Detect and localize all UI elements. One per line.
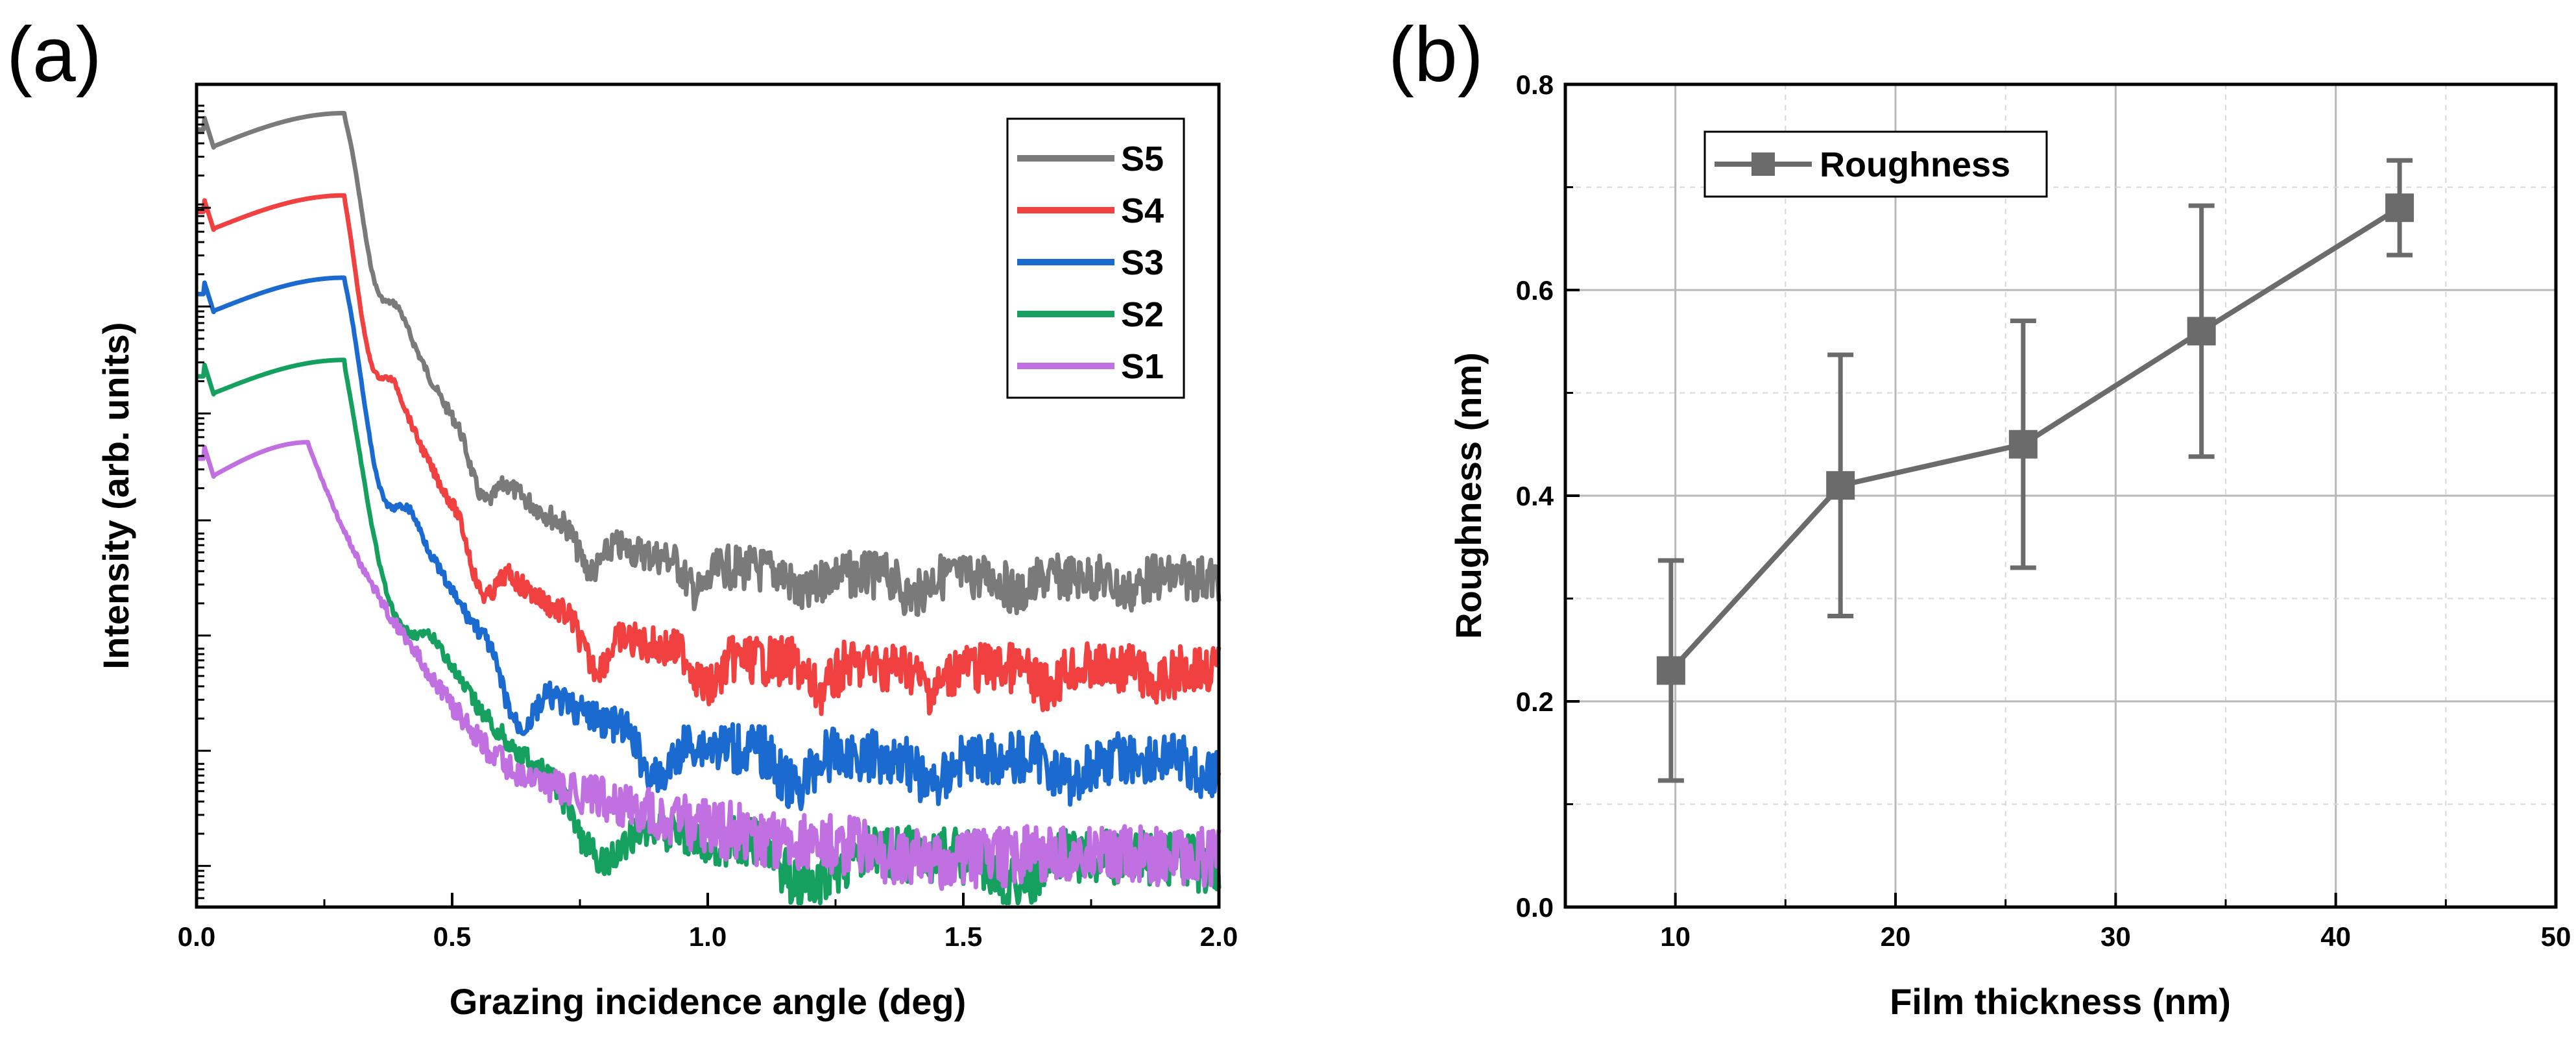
data-point [2385,193,2414,223]
legend-marker-roughness [1751,152,1775,176]
x-tick-label: 20 [1881,921,1911,952]
panel-a-y-ticks [197,104,211,899]
x-tick-label: 10 [1660,921,1691,952]
y-tick-label: 0.6 [1516,275,1554,306]
panel-a-legend: S5 S4 S3 S2 S1 [1006,117,1185,399]
legend-label-roughness: Roughness [1820,145,2010,184]
panel-a-label: (a) [6,11,102,98]
panel-b-series [1656,158,2414,783]
legend-label-s3: S3 [1121,243,1164,282]
y-tick-label: 0.2 [1516,686,1554,717]
x-tick-label: 30 [2101,921,2131,952]
legend-label-s5: S5 [1121,139,1164,178]
panel-b: (b) 10 20 30 40 50 0.0 0.2 0.4 0.6 0.8 Film thic… [1388,11,2571,1022]
series-line-s3 [195,275,1222,811]
legend-box [1006,117,1185,399]
y-tick-label: 0.0 [1516,892,1554,923]
legend-label-s2: S2 [1121,295,1164,334]
series-line-s5 [195,110,1222,617]
series-line-s4 [195,193,1222,716]
panel-a-x-axis-title: Grazing incidence angle (deg) [450,981,967,1022]
legend-label-s4: S4 [1121,191,1164,230]
panel-b-y-ticks: 0.0 0.2 0.4 0.6 0.8 [1516,69,1580,923]
y-tick-label: 0.8 [1516,69,1554,100]
x-tick-label: 50 [2541,921,2571,952]
panel-a: (a) 0.0 0.5 1.0 1.5 2.0 Grazing incidence an… [6,11,1238,1022]
x-tick-label: 1.5 [945,921,982,952]
x-tick-label: 0.5 [433,921,471,952]
panel-b-y-axis-title: Roughness (nm) [1448,352,1489,639]
y-tick-label: 0.4 [1516,481,1554,511]
panel-b-x-ticks: 10 20 30 40 50 [1660,893,2571,952]
data-point [2187,317,2216,346]
x-tick-label: 2.0 [1200,921,1238,952]
x-tick-label: 0.0 [178,921,215,952]
panel-a-y-axis-title: Intensity (arb. units) [95,322,136,669]
panel-b-legend: Roughness [1703,130,2048,198]
data-point [2008,430,2038,459]
panel-b-x-axis-title: Film thickness (nm) [1890,981,2231,1022]
x-tick-label: 1.0 [689,921,727,952]
panel-a-curves [195,110,1222,906]
data-point [1656,656,1685,685]
series-line-s1 [195,440,1222,891]
data-point [1826,471,1855,500]
panel-a-x-ticks: 0.0 0.5 1.0 1.5 2.0 [178,893,1238,952]
panel-b-label: (b) [1388,11,1484,98]
x-tick-label: 40 [2320,921,2351,952]
legend-label-s1: S1 [1121,347,1164,386]
